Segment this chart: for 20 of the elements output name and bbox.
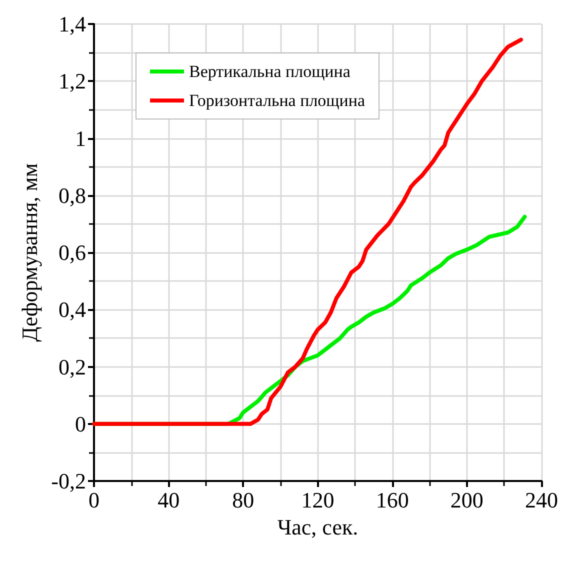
x-axis-title: Час, сек. bbox=[277, 514, 358, 540]
y-tick-label: 0,6 bbox=[58, 240, 86, 265]
y-tick-label: 1 bbox=[75, 126, 86, 151]
legend-label: Вертикальна площина bbox=[189, 62, 351, 81]
x-tick-label: 120 bbox=[301, 488, 334, 512]
y-axis-title: Деформування, мм bbox=[16, 163, 42, 342]
y-tick-label: 0,2 bbox=[58, 354, 86, 380]
x-tick-label: 80 bbox=[232, 488, 254, 512]
y-tick-label: 1,2 bbox=[58, 68, 86, 94]
y-tick-label: 0,4 bbox=[58, 297, 86, 322]
y-tick-label: 1,4 bbox=[58, 12, 86, 36]
y-tick-label: -0,2 bbox=[51, 468, 86, 494]
legend-label: Горизонтальна площина bbox=[189, 91, 366, 110]
x-tick-label: 200 bbox=[450, 488, 484, 512]
y-tick-label: 0 bbox=[75, 411, 86, 436]
line-series bbox=[92, 38, 523, 426]
x-tick-label: 160 bbox=[376, 488, 409, 512]
y-tick-label: 0,8 bbox=[58, 182, 86, 208]
x-tick-label: 40 bbox=[158, 488, 180, 512]
x-tick-label: 240 bbox=[525, 488, 558, 512]
